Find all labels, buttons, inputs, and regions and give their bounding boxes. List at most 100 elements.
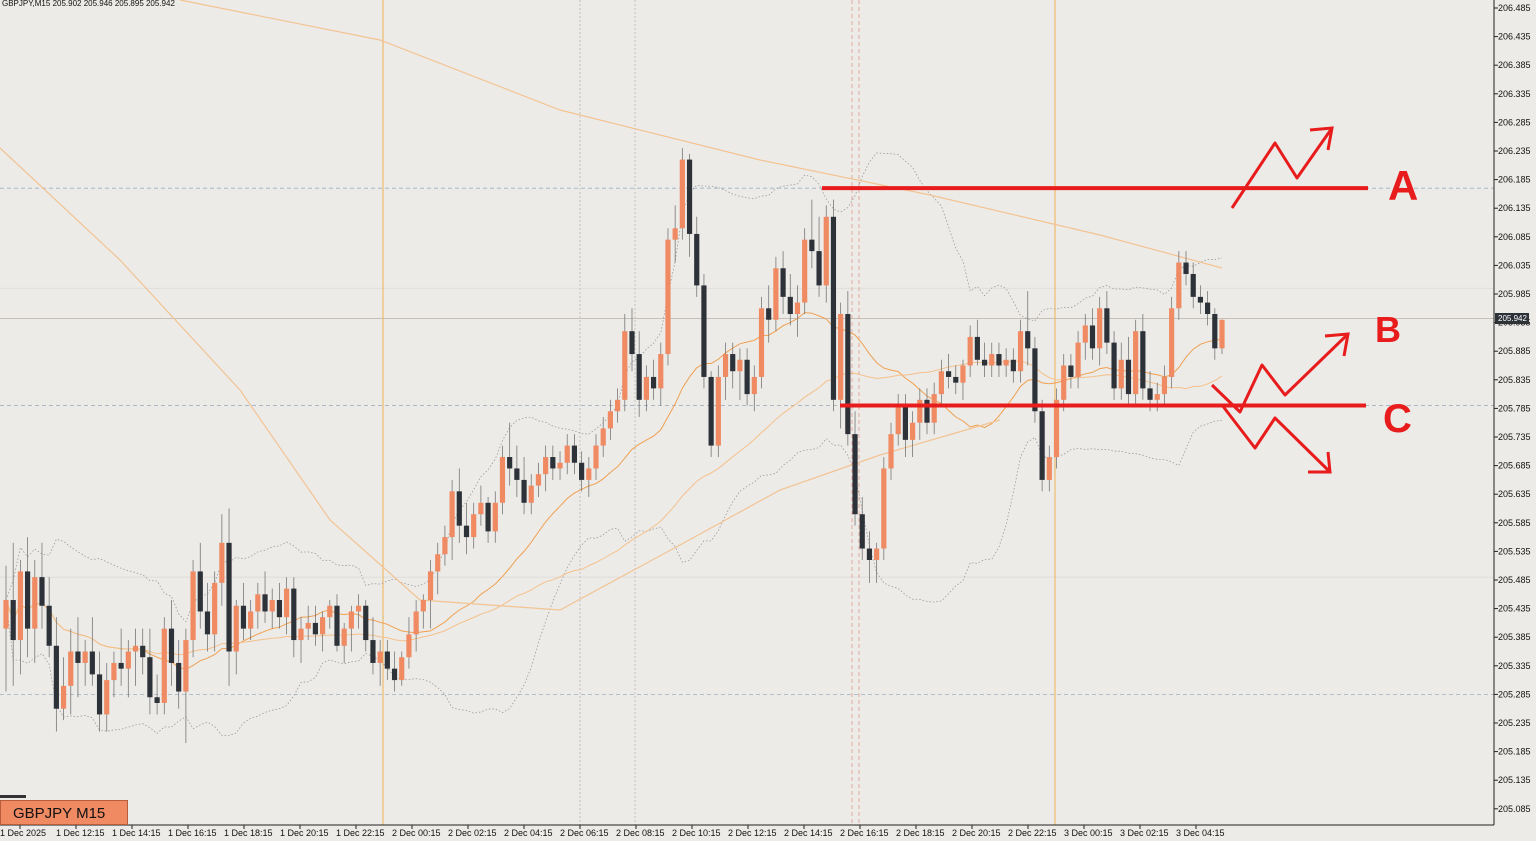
candle [1133,319,1139,406]
candle-body [478,502,484,515]
candle [766,285,772,343]
candle [140,628,146,675]
candle [46,577,52,658]
candle [391,651,398,692]
candle [312,605,318,646]
candle-body [427,571,434,601]
y-tick-label: 206.235 [1498,146,1531,156]
candle [802,228,808,315]
candle [111,651,117,698]
x-tick-label: 1 Dec 22:15 [336,828,385,838]
candle-body [140,645,146,658]
candle [615,388,621,423]
badge-accent [0,795,26,798]
candle [1053,388,1060,469]
candle-body [82,651,88,663]
candle-body [355,605,362,612]
x-tick-label: 3 Dec 02:15 [1120,828,1169,838]
candle-body [902,405,908,440]
candle-body [737,359,743,372]
candle [528,474,534,515]
candle-body [312,622,318,635]
candle [32,559,38,663]
x-tick-label: 2 Dec 10:15 [672,828,721,838]
candle [363,600,369,652]
candle [1205,291,1211,326]
candle-body [298,628,304,641]
candle-body [1147,388,1153,400]
candle-body [744,359,750,395]
candle-body [341,628,347,646]
candle-body [176,662,182,692]
y-tick-label: 205.885 [1498,346,1531,356]
y-tick-label: 205.485 [1498,575,1531,585]
candle-body [960,365,966,383]
candle [665,228,671,366]
candle [384,640,390,681]
candle-body [1010,359,1016,372]
candle-body [701,285,707,377]
candle [981,342,988,377]
candle-body [665,239,671,355]
candle [168,600,175,686]
y-tick-label: 205.785 [1498,403,1531,413]
candle [132,628,139,686]
candle-body [615,399,621,412]
candle-body [449,491,455,538]
candle [643,365,649,412]
candle [262,571,268,623]
candle [773,256,779,332]
symbol-badge[interactable]: GBPJPY M15 [0,800,128,825]
candle-body [528,485,534,503]
candle-body [1140,331,1146,389]
candle [730,342,736,389]
candle [859,497,865,560]
candle-body [586,468,592,480]
candle [420,594,426,629]
y-tick-label: 205.835 [1498,375,1531,385]
candle [471,502,477,549]
candle [1089,308,1096,360]
candle [176,640,182,709]
candle-body [1032,348,1038,412]
candle-body [305,622,311,629]
candle [478,485,484,526]
candle [219,514,225,606]
candle [226,508,232,686]
candle-body [802,239,808,303]
candle-body [1068,365,1074,377]
y-tick-label: 206.085 [1498,232,1531,242]
plot-area[interactable] [0,0,1494,825]
x-tick-label: 2 Dec 12:15 [728,828,777,838]
candle [1046,445,1052,492]
candle [794,285,801,337]
candle-body [766,308,772,320]
candle-body [1169,308,1175,377]
candle [701,273,707,389]
y-tick-label: 205.135 [1498,775,1531,785]
candle-body [1161,376,1168,395]
candle-body [1075,342,1081,377]
candle-body [255,594,261,612]
y-tick-label: 205.435 [1498,604,1531,614]
y-tick-label: 205.735 [1498,432,1531,442]
candle-body [917,399,923,423]
candle-body [327,605,333,618]
candle [571,434,578,475]
candle-body [456,491,462,526]
candle-body [600,428,606,446]
y-tick-label: 206.185 [1498,175,1531,185]
candle-body [248,611,254,629]
x-tick-label: 2 Dec 04:15 [504,828,553,838]
candle-body [1089,325,1096,349]
candle-body [931,394,937,423]
candle [298,617,304,663]
candle-body [89,651,95,675]
y-tick-label: 205.985 [1498,289,1531,299]
candle-body [219,542,225,583]
candle [564,434,570,475]
candle-body [780,268,786,297]
candle-body [1097,308,1103,349]
